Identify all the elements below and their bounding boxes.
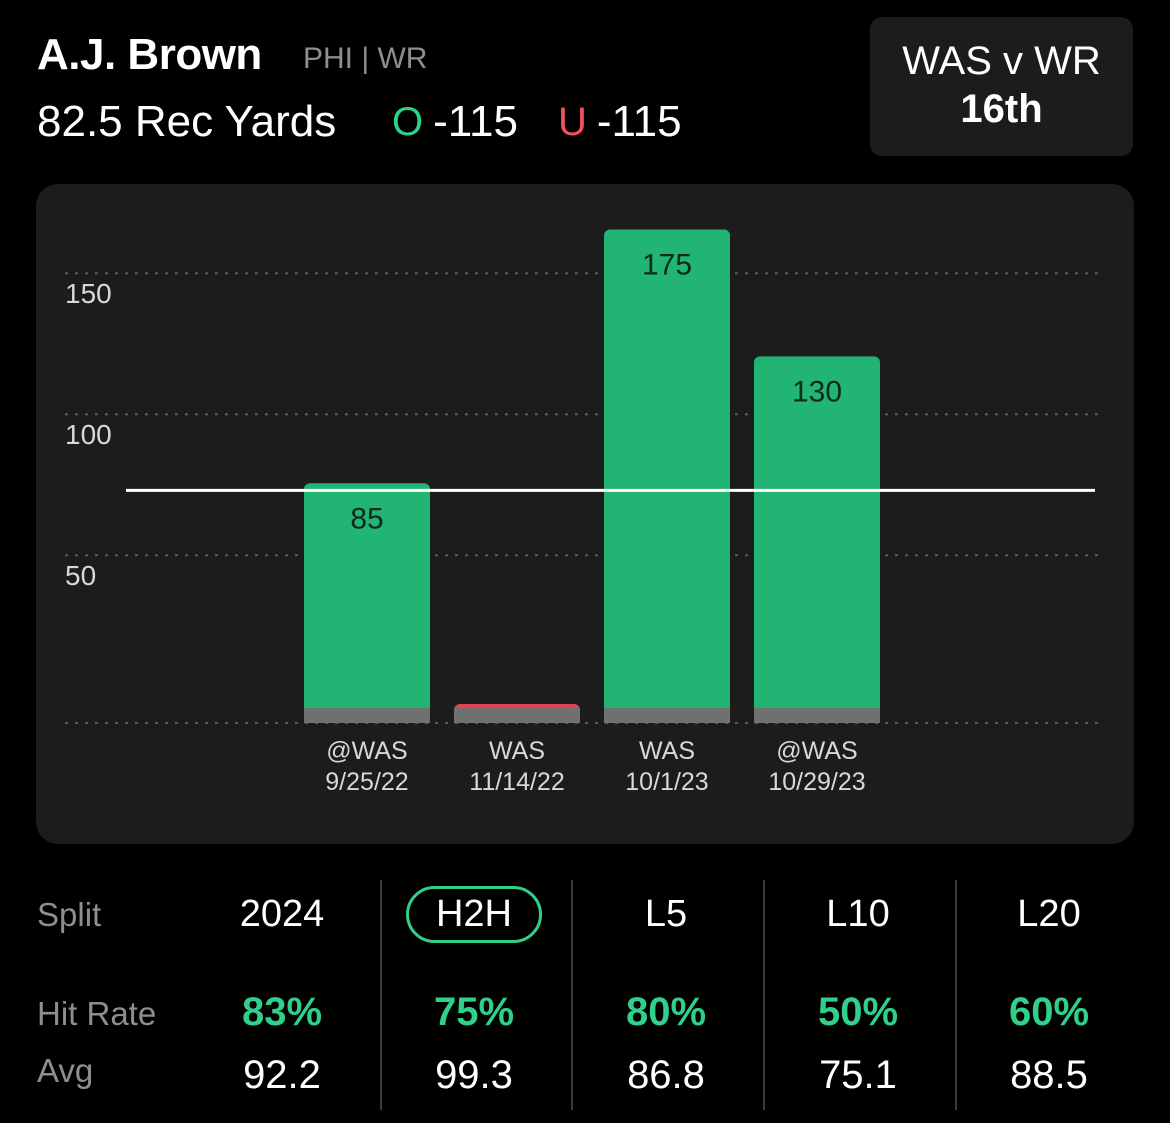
bar (304, 483, 430, 723)
split-column-l10[interactable]: L10 50% 75.1 (763, 880, 953, 1110)
bar-base (754, 708, 880, 723)
split-column-l5[interactable]: L5 80% 86.8 (571, 880, 761, 1110)
hit-rate-value: 83% (241, 990, 323, 1034)
split-tab-label: L5 (644, 893, 688, 935)
bar-base (304, 708, 430, 723)
over-icon: O (392, 99, 424, 144)
player-team-position: PHI | WR (303, 42, 428, 75)
hit-rate-value: 60% (1008, 990, 1090, 1034)
bar (604, 229, 730, 723)
split-tab-label: L10 (826, 893, 890, 935)
split-tab[interactable]: L5 (571, 893, 761, 936)
chart-card: 50 100 150 85 @WAS 9/25/22 WAS 11/14/22 175 WAS 10… (36, 184, 1134, 844)
y-tick-label: 150 (65, 278, 112, 309)
over-odds: -115 (433, 97, 518, 146)
hit-rate-value: 50% (817, 990, 899, 1034)
bar-chart: 50 100 150 85 @WAS 9/25/22 WAS 11/14/22 175 WAS 10… (65, 229, 1101, 796)
avg-value: 99.3 (435, 1053, 513, 1097)
split-column-l20[interactable]: L20 60% 88.5 (949, 880, 1149, 1110)
column-divider (763, 880, 765, 1110)
column-divider (571, 880, 573, 1110)
prop-line-row: 82.5 Rec Yards O -115 U -115 (37, 96, 682, 148)
x-tick-label: 9/25/22 (325, 768, 408, 796)
matchup-rank: 16th (960, 87, 1043, 131)
split-column-h2h[interactable]: H2H 75% 99.3 (379, 880, 569, 1110)
split-row-label: Split (37, 896, 102, 933)
bar-value-label: 175 (642, 249, 692, 282)
y-tick-label: 100 (65, 419, 112, 450)
under-icon: U (557, 99, 587, 144)
split-tab-label: L20 (1017, 893, 1081, 935)
bar-value-label: 85 (350, 502, 383, 535)
matchup-title: WAS v WR (902, 39, 1101, 83)
x-tick-label: @WAS (326, 737, 407, 765)
split-tab-label: H2H (405, 886, 543, 943)
y-tick-label: 50 (65, 560, 96, 591)
bar-base (604, 708, 730, 723)
avg-value: 88.5 (1010, 1053, 1088, 1097)
player-name: A.J. Brown (37, 30, 262, 79)
column-divider (955, 880, 957, 1110)
hit-rate-row-label: Hit Rate (37, 995, 157, 1032)
avg-row-label: Avg (37, 1052, 94, 1089)
under-odds: -115 (596, 97, 682, 146)
split-tab[interactable]: L20 (949, 893, 1149, 936)
hit-rate-value: 80% (625, 990, 707, 1034)
under-odds-button[interactable]: U -115 (558, 97, 682, 147)
split-tab[interactable]: 2024 (187, 893, 377, 936)
split-tab[interactable]: L10 (763, 893, 953, 936)
matchup-card[interactable]: WAS v WR 16th (870, 17, 1133, 156)
x-tick-label: 10/29/23 (768, 768, 865, 796)
prop-line-label: 82.5 Rec Yards (37, 97, 337, 146)
bar-value-label: 130 (792, 375, 842, 408)
avg-value: 75.1 (819, 1053, 897, 1097)
column-divider (380, 880, 382, 1110)
avg-value: 86.8 (627, 1053, 705, 1097)
avg-value: 92.2 (243, 1053, 321, 1097)
x-tick-label: WAS (639, 737, 695, 765)
x-tick-label: @WAS (776, 737, 857, 765)
hit-rate-value: 75% (433, 990, 515, 1034)
over-odds-button[interactable]: O -115 (392, 97, 518, 147)
bar-base (454, 708, 580, 723)
x-tick-label: WAS (489, 737, 545, 765)
bar (754, 356, 880, 723)
split-tab-label: 2024 (239, 893, 325, 935)
x-tick-label: 11/14/22 (469, 768, 564, 796)
split-tab[interactable]: H2H (379, 886, 569, 943)
split-column-2024[interactable]: 2024 83% 92.2 (187, 880, 377, 1110)
x-tick-label: 10/1/23 (625, 768, 708, 796)
